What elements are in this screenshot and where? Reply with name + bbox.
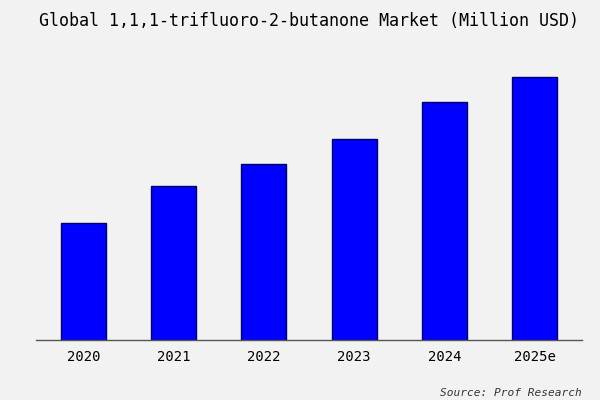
Bar — [332, 139, 377, 340]
Title: Global 1,1,1-trifluoro-2-butanone Market (Million USD): Global 1,1,1-trifluoro-2-butanone Market… — [39, 12, 579, 30]
Bar — [422, 102, 467, 340]
Bar — [151, 186, 196, 340]
Bar — [61, 223, 106, 340]
Text: Source: Prof Research: Source: Prof Research — [440, 388, 582, 398]
Bar — [512, 76, 557, 340]
Bar — [241, 164, 286, 340]
